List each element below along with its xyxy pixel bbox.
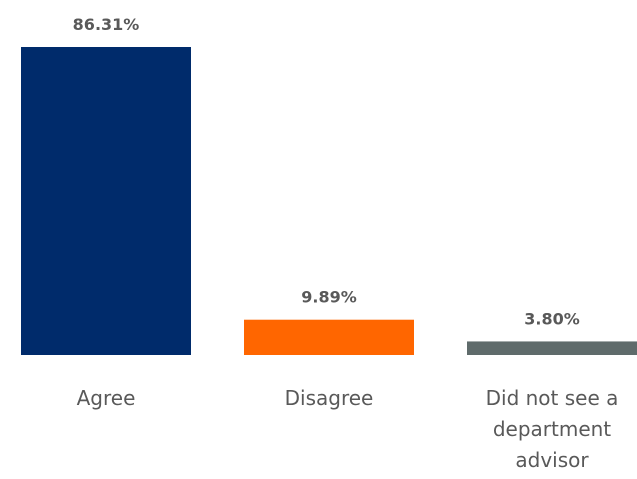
category-label-line: department (493, 417, 611, 441)
bar-did-not-see-a-department-advisor (467, 341, 637, 355)
category-label-line: Disagree (285, 386, 374, 410)
bars-layer (21, 47, 637, 355)
bar-agree (21, 47, 191, 355)
category-label-line: advisor (515, 448, 589, 472)
value-label-agree: 86.31% (73, 15, 140, 34)
value-label-did-not-see-a-department-advisor: 3.80% (524, 309, 580, 328)
category-labels-layer: Agree Disagree Did not see a department advi… (77, 386, 619, 472)
value-label-disagree: 9.89% (301, 288, 357, 307)
category-label-line: Did not see a (486, 386, 619, 410)
category-label-did-not-see-a-department-advisor: Did not see a department advisor (486, 386, 619, 472)
bar-disagree (244, 319, 414, 355)
category-label-agree: Agree (77, 386, 136, 410)
category-label-line: Agree (77, 386, 136, 410)
value-labels-layer: 86.31% 9.89% 3.80% (73, 15, 580, 328)
category-label-disagree: Disagree (285, 386, 374, 410)
